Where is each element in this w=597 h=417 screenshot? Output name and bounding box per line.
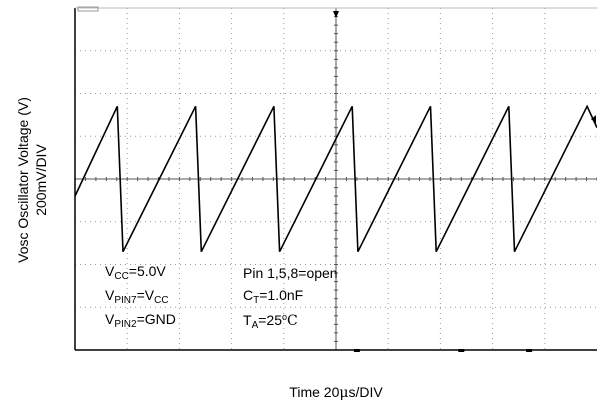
channel-marker-icon	[77, 6, 99, 12]
bottom-marker-icon	[526, 349, 533, 352]
mu-symbol: μ	[339, 385, 349, 401]
annotation-pins: Pin 1,5,8=open	[243, 265, 338, 281]
sawtooth-trace	[74, 104, 597, 253]
annotation-vpin2: VPIN2=GND	[105, 311, 176, 330]
x-axis-label: Time 20μs/DIV	[289, 384, 383, 401]
annotation-vcc: VCC=5.0V	[105, 263, 166, 282]
bottom-marker-icon	[458, 349, 465, 352]
y-axis-label: Vosc Oscillator Voltage (V) 200mV/DIV	[2, 0, 62, 350]
y-axis-label-line2: 200mV/DIV	[33, 144, 49, 216]
annotation-vpin7: VPIN7=VCC	[105, 287, 169, 306]
trigger-marker-icon	[333, 11, 339, 18]
bottom-marker-icon	[353, 349, 360, 352]
annotation-ct: CT=1.0nF	[243, 287, 304, 306]
annotation-ta: TA=25oC	[243, 312, 298, 331]
y-axis-label-line1: Vosc Oscillator Voltage (V)	[15, 97, 31, 263]
